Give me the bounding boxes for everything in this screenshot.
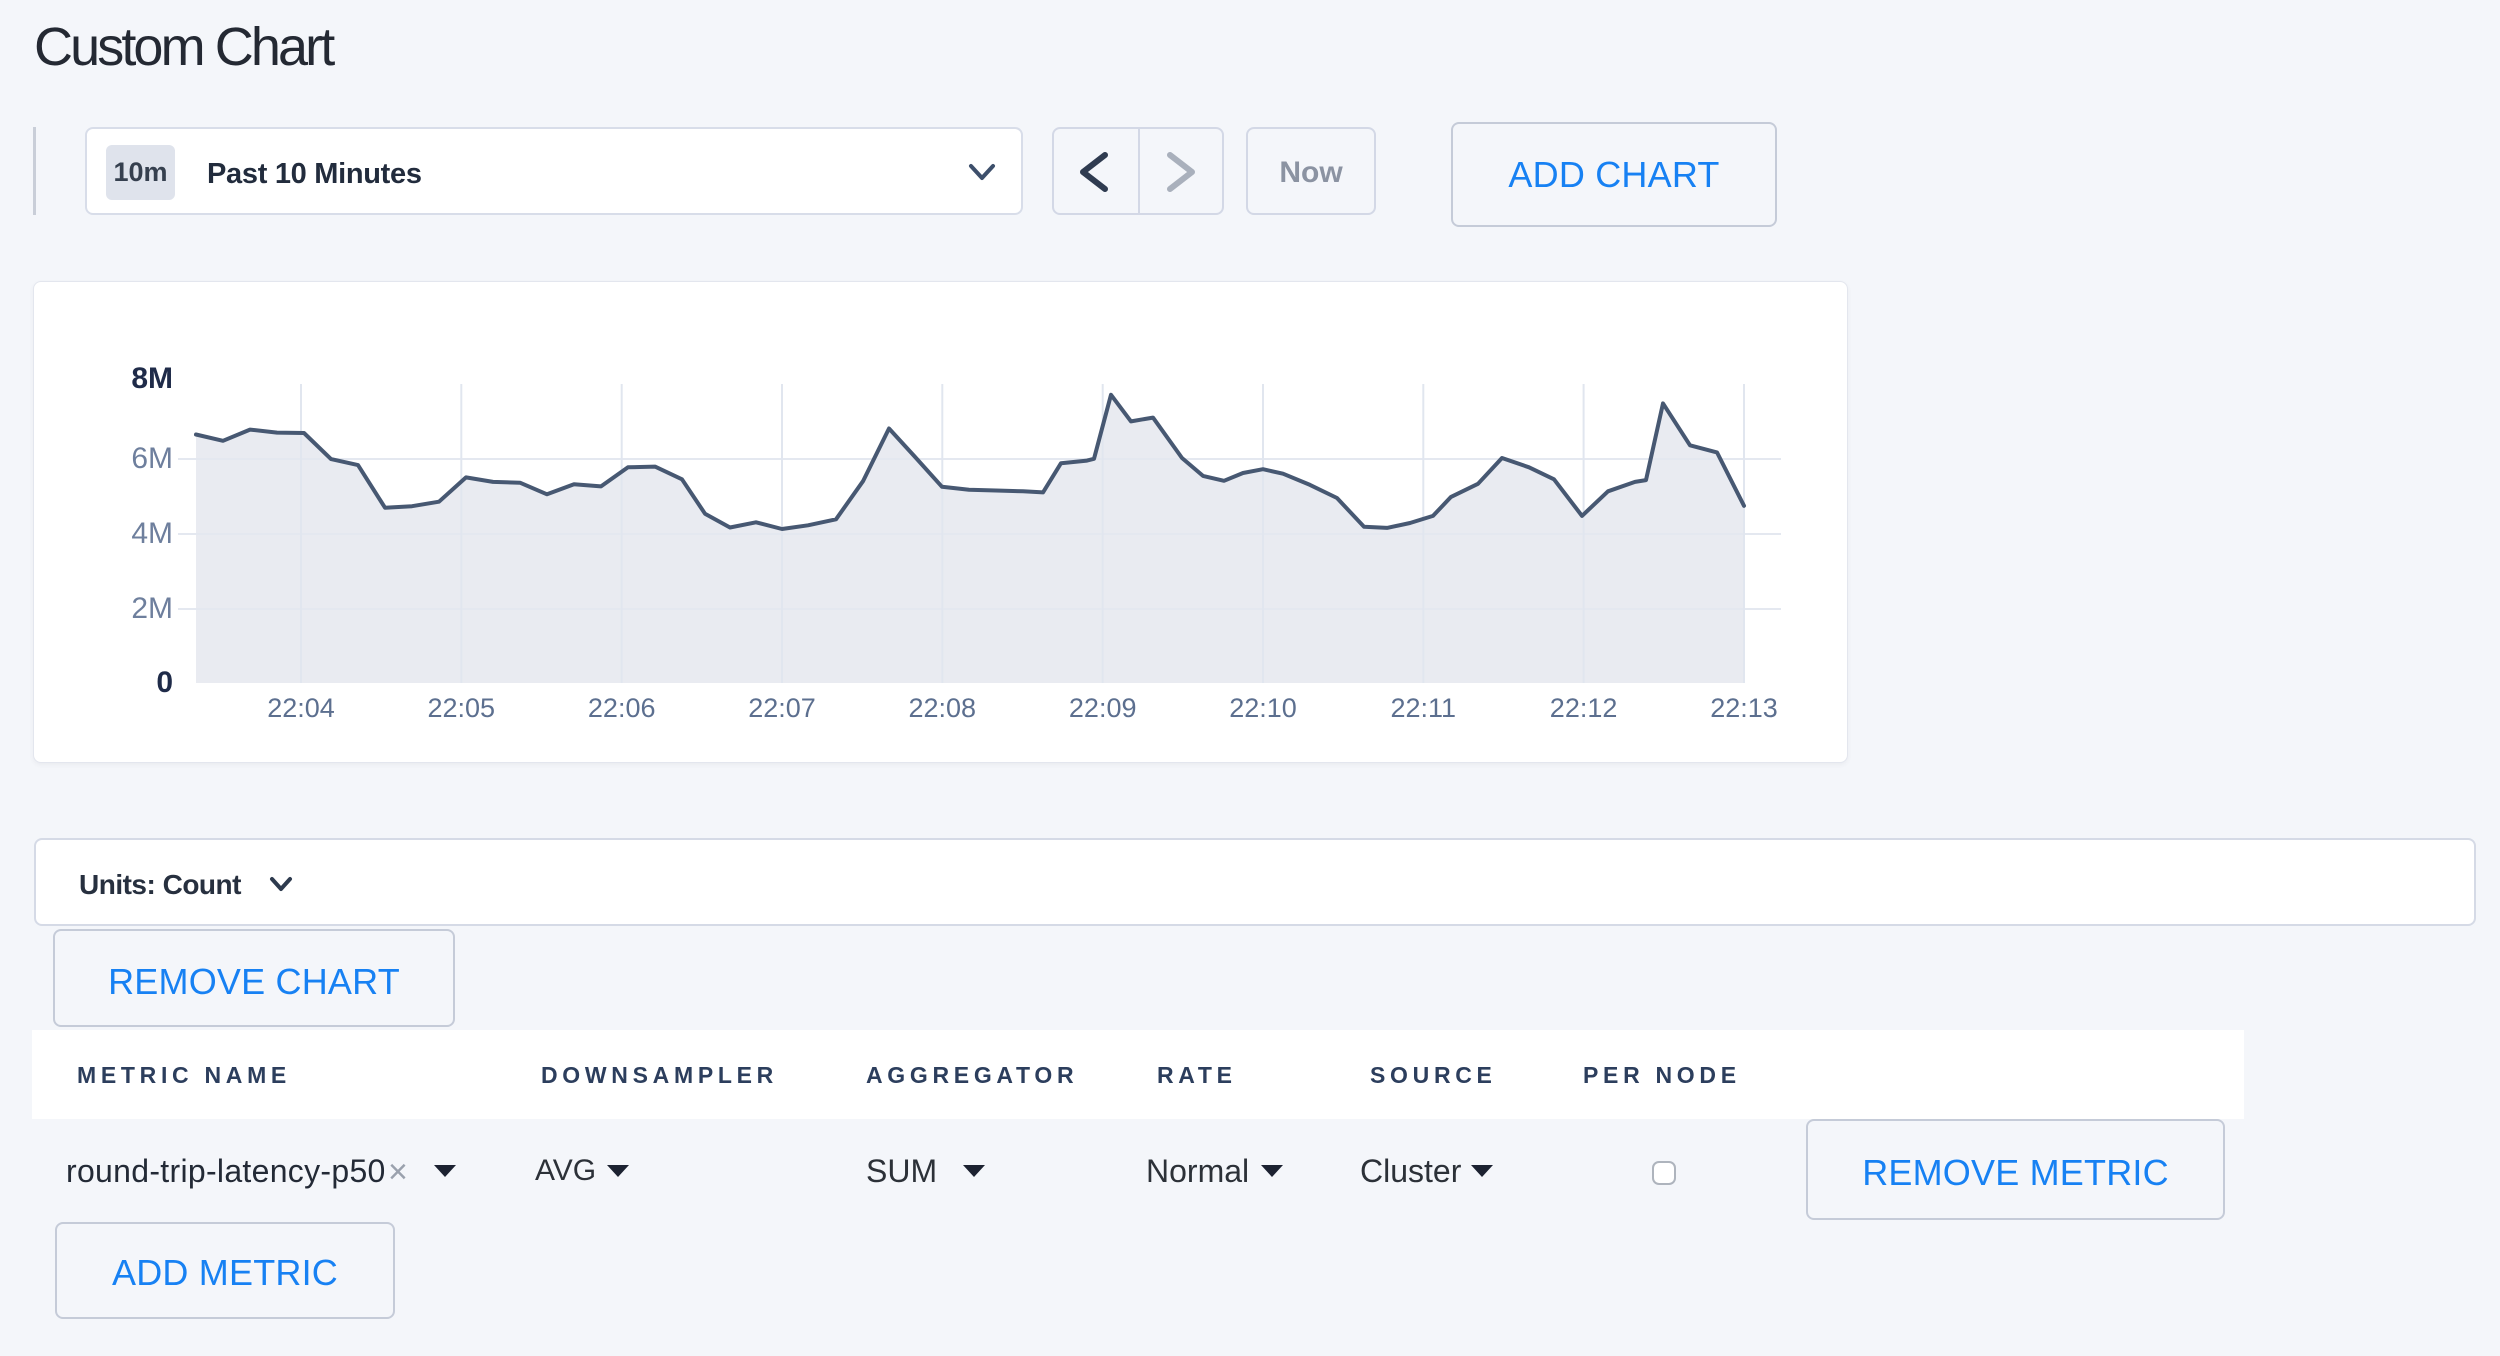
svg-text:2M: 2M: [131, 592, 173, 625]
svg-text:8M: 8M: [131, 362, 173, 395]
svg-text:22:08: 22:08: [909, 693, 977, 723]
svg-text:22:04: 22:04: [267, 693, 335, 723]
svg-text:22:11: 22:11: [1391, 693, 1457, 723]
svg-text:22:09: 22:09: [1069, 693, 1137, 723]
svg-text:22:10: 22:10: [1229, 693, 1297, 723]
svg-text:0: 0: [156, 666, 173, 699]
svg-text:6M: 6M: [131, 442, 173, 475]
svg-text:22:13: 22:13: [1710, 693, 1778, 723]
svg-text:22:07: 22:07: [748, 693, 816, 723]
svg-text:22:05: 22:05: [428, 693, 496, 723]
svg-text:22:06: 22:06: [588, 693, 656, 723]
svg-text:4M: 4M: [131, 517, 173, 550]
svg-text:22:12: 22:12: [1550, 693, 1618, 723]
